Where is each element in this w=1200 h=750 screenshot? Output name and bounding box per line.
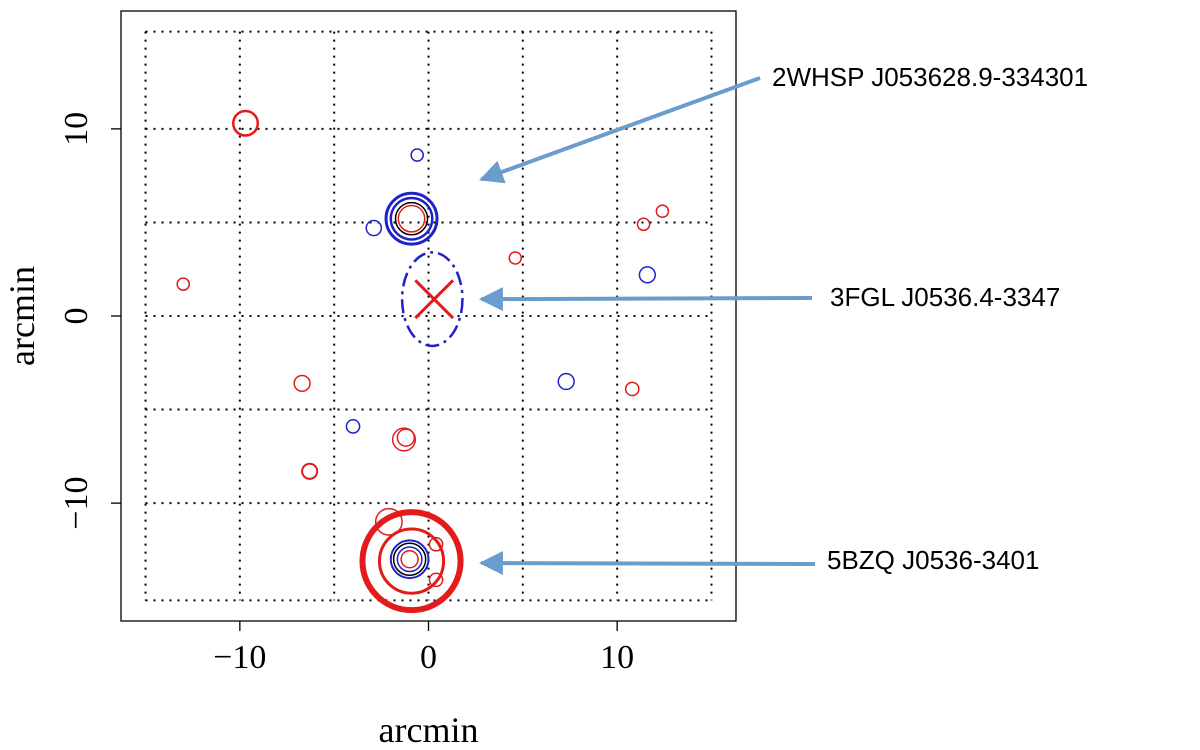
annotation-label-2whsp: 2WHSP J053628.9-334301 [772,62,1088,92]
source-marker-black [392,542,427,577]
y-tick-label: 10 [58,112,95,146]
y-axis-label: arcmin [2,266,42,366]
source-marker-black [394,201,429,236]
x-tick-label: 0 [420,639,437,676]
source-marker-red [374,507,403,536]
source-marker-red [231,109,260,137]
source-marker-blue [384,191,439,246]
annotation-label-5bzq: 5BZQ J0536-3401 [827,545,1039,575]
annotation-arrow [478,287,813,312]
source-marker-red [301,462,319,480]
source-marker-red [508,251,523,265]
markers [176,109,670,614]
source-marker-red [391,427,417,452]
source-marker-blue [365,219,383,237]
y-tick-label: −10 [58,477,95,530]
source-marker-red [377,527,446,595]
annotations: 2WHSP J053628.9-334301 3FGL J0536.4-3347… [478,62,1088,576]
source-marker-blue [389,539,430,580]
source-marker-red [624,381,640,397]
x-axis-label: arcmin [379,710,479,750]
source-marker-red [428,572,444,588]
source-marker-red [359,509,464,614]
source-marker-blue [345,419,361,434]
source-marker-red [428,536,444,552]
source-marker-red [397,204,426,233]
source-marker-blue [557,372,575,391]
source-marker-red [636,217,651,232]
y-tick-label: 0 [58,308,95,325]
source-marker-red [396,428,416,447]
source-marker-red [400,550,419,569]
x-tick-label: 10 [600,639,634,676]
source-marker-red [655,204,670,219]
annotation-label-3fgl: 3FGL J0536.4-3347 [830,282,1060,312]
ticks: −10 0 10 −10 0 10 [58,112,634,676]
x-tick-label: −10 [213,639,266,676]
source-marker-blue [410,148,424,162]
source-marker-blue [396,546,423,573]
annotation-arrow [479,76,761,184]
annotation-arrow [478,551,816,576]
source-marker-red [293,374,311,393]
source-marker-blue [638,266,657,284]
source-marker-blue [389,196,434,241]
error-ellipse [400,251,464,348]
cross-marker-stroke [414,279,455,320]
source-marker-red [176,277,191,291]
